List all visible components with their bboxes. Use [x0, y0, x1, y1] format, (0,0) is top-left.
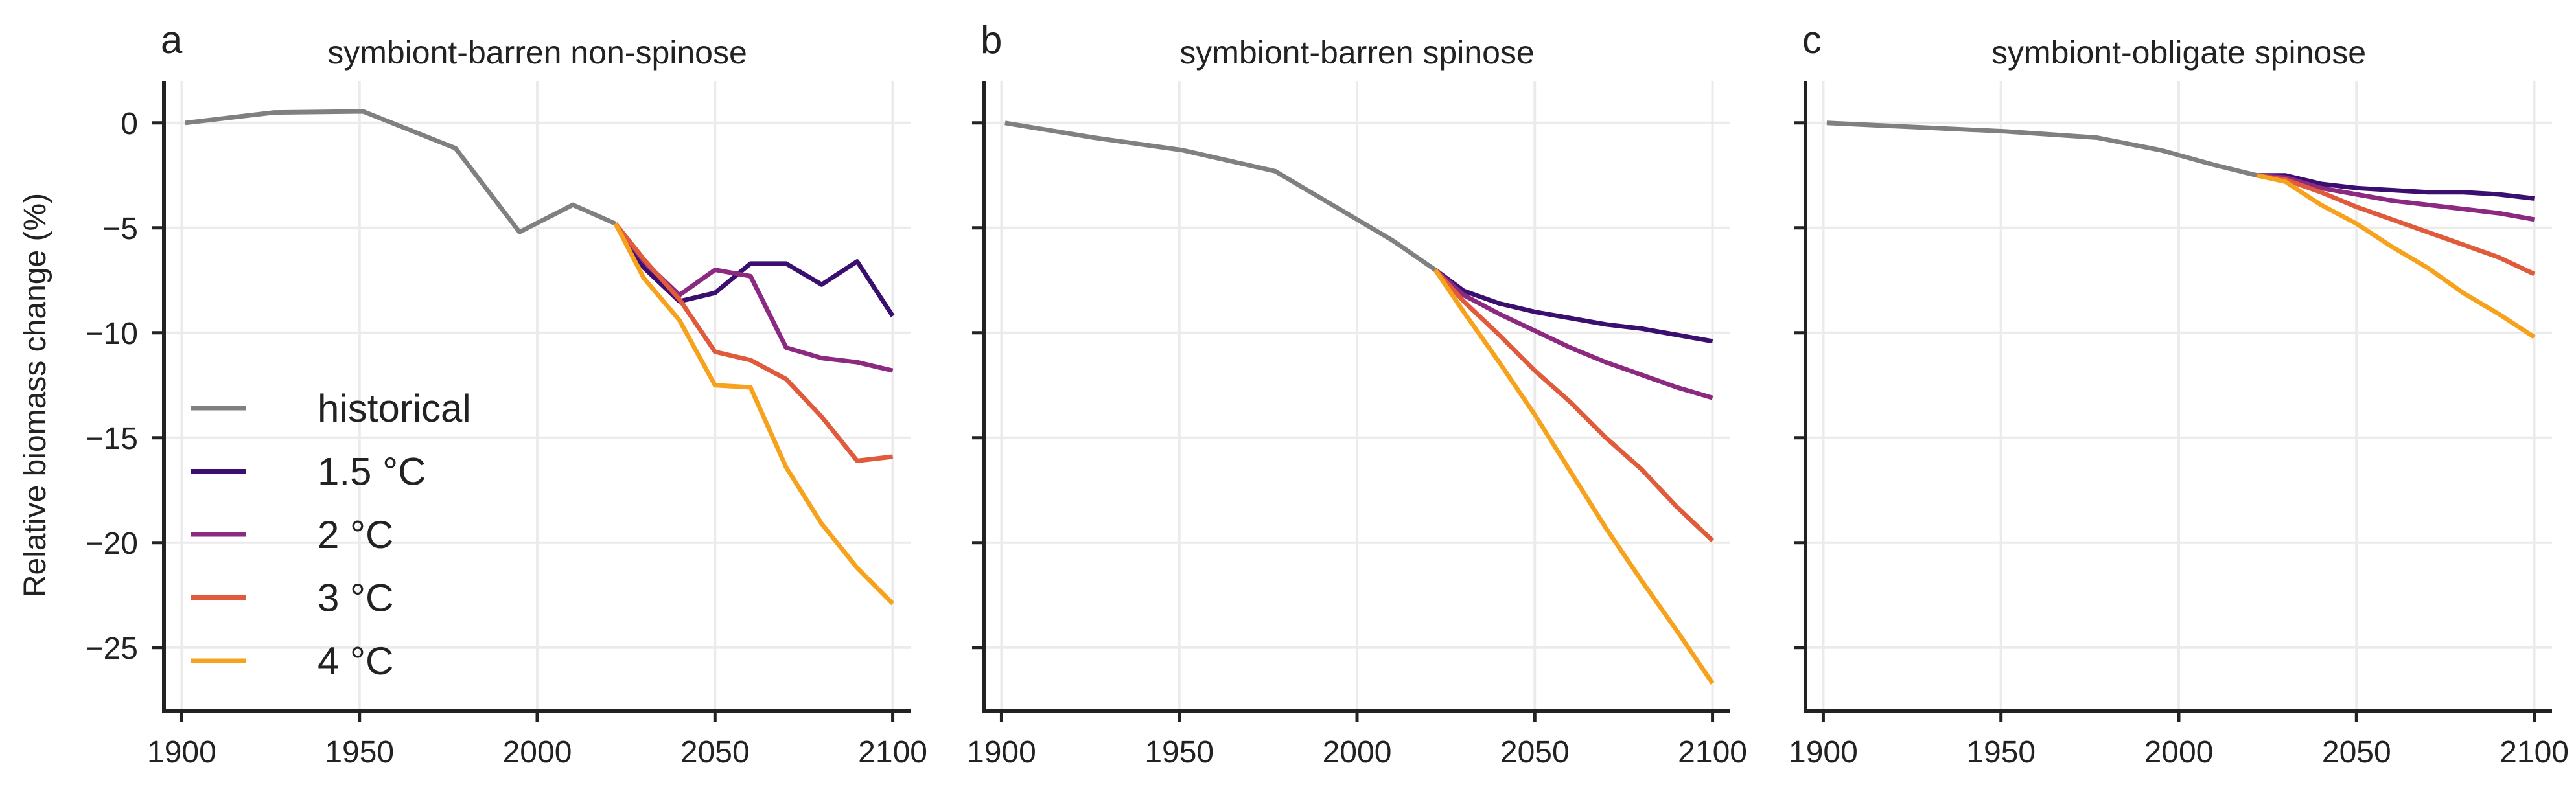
- legend-label-4-c: 4 °C: [318, 639, 393, 683]
- panel-a-y-tick-label: −15: [86, 422, 138, 456]
- panel-a-series-1-5-c: [613, 222, 895, 317]
- panel-c-x-tick-label: 1900: [1789, 735, 1858, 770]
- legend-label-3-c: 3 °C: [318, 577, 393, 620]
- panel-b-x-tick-label: 2000: [1323, 735, 1392, 770]
- panel-b-x-tick-label: 2100: [1678, 735, 1747, 770]
- panel-c-series-historical: [1826, 120, 2258, 178]
- panel-a-y-tick-label: −5: [102, 212, 138, 246]
- panel-a-x-tick-label: 2000: [503, 735, 572, 770]
- panel-a-y-tick-label: −25: [86, 632, 138, 666]
- panel-a-y-tick-label: −20: [86, 527, 138, 561]
- panel-b-series-4-c: [1433, 268, 1715, 685]
- panel-c-title: symbiont-obligate spinose: [1991, 34, 2366, 71]
- panel-b-x-tick-label: 1900: [967, 735, 1036, 770]
- panel-c-series-2-c: [2257, 173, 2535, 222]
- panel-a-x-tick-label: 2100: [858, 735, 927, 770]
- panel-c-series-4-c: [2256, 173, 2536, 339]
- panel-a-letter: a: [161, 18, 183, 62]
- panel-a-title: symbiont-barren non-spinose: [327, 34, 747, 71]
- panel-b-x-tick-label: 2050: [1500, 735, 1570, 770]
- panel-a-y-tick-label: 0: [121, 107, 138, 141]
- panel-a-series-historical: [185, 109, 617, 234]
- panel-c-x-tick-label: 1950: [1966, 735, 2036, 770]
- panel-b-series-historical: [1004, 120, 1437, 272]
- panel-a-series-4-c: [613, 222, 895, 606]
- panel-c-letter: c: [1802, 18, 1822, 62]
- panel-c-series-1-5-c: [2257, 173, 2535, 201]
- legend-label-historical: historical: [318, 387, 471, 430]
- panel-a-x-tick-label: 1950: [325, 735, 394, 770]
- panel-b-series-2-c: [1433, 268, 1713, 400]
- panel-a-x-tick-label: 1900: [147, 735, 216, 770]
- panel-a-series-3-c: [613, 222, 894, 463]
- panel-a-y-tick-label: −10: [86, 317, 138, 351]
- panel-c-x-tick-label: 2100: [2500, 735, 2569, 770]
- y-axis-label: Relative biomass change (%): [18, 193, 52, 597]
- panel-b-letter: b: [981, 18, 1002, 62]
- panel-c-x-tick-label: 2000: [2144, 735, 2214, 770]
- panel-b-x-tick-label: 1950: [1144, 735, 1214, 770]
- panel-b-series-3-c: [1433, 268, 1715, 543]
- panel-b-title: symbiont-barren spinose: [1179, 34, 1535, 71]
- panel-c-series-3-c: [2257, 173, 2536, 277]
- legend-label-1-5-c: 1.5 °C: [318, 450, 426, 494]
- legend-label-2-c: 2 °C: [318, 513, 393, 556]
- panel-a-x-tick-label: 2050: [680, 735, 750, 770]
- panel-c-x-tick-label: 2050: [2322, 735, 2391, 770]
- panel-b-series-1-5-c: [1433, 268, 1713, 344]
